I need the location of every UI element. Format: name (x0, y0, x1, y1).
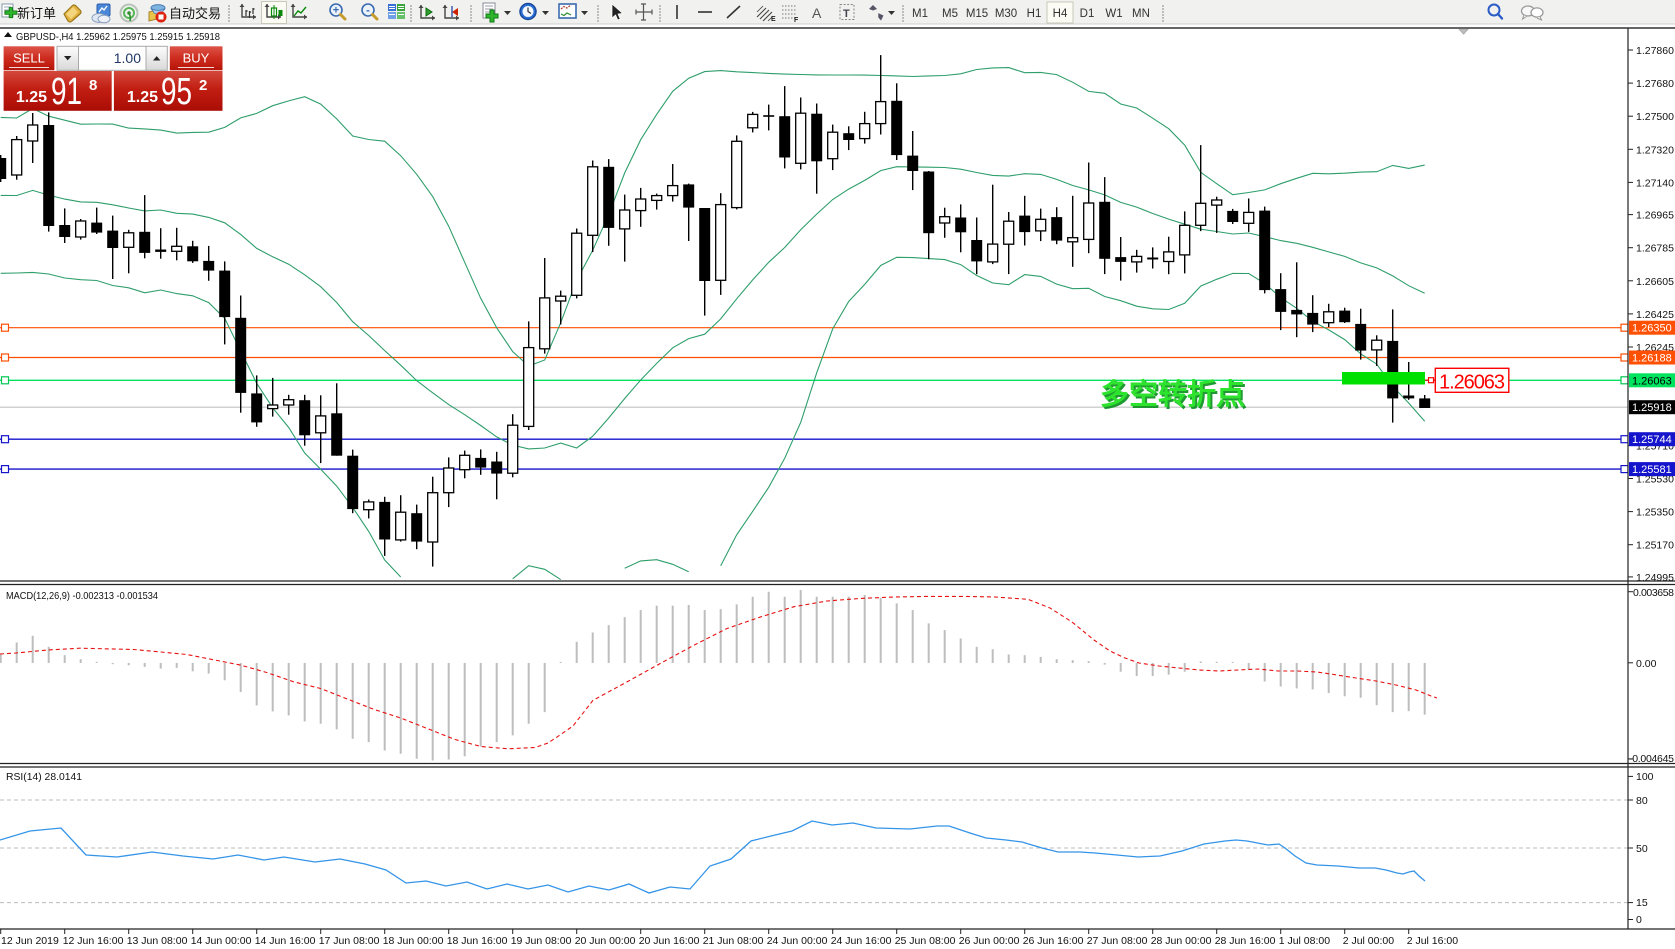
svg-text:1.25350: 1.25350 (1636, 507, 1674, 519)
svg-text:0.003658: 0.003658 (1633, 587, 1674, 599)
svg-text:1.26965: 1.26965 (1636, 210, 1674, 222)
svg-text:新订单: 新订单 (17, 6, 56, 21)
svg-text:T: T (843, 8, 850, 20)
svg-text:E: E (771, 16, 776, 23)
svg-text:1.25744: 1.25744 (1632, 434, 1672, 446)
svg-text:MACD(12,26,9) -0.002313 -0.001: MACD(12,26,9) -0.002313 -0.001534 (6, 590, 158, 602)
svg-text:26 Jun 16:00: 26 Jun 16:00 (1023, 935, 1084, 947)
svg-text:RSI(14) 28.0141: RSI(14) 28.0141 (6, 771, 82, 783)
svg-text:17 Jun 08:00: 17 Jun 08:00 (319, 935, 380, 947)
svg-text:SELL: SELL (13, 51, 45, 66)
svg-text:1.26785: 1.26785 (1636, 243, 1674, 255)
svg-text:1.26188: 1.26188 (1632, 353, 1672, 365)
svg-text:28 Jun 16:00: 28 Jun 16:00 (1215, 935, 1276, 947)
svg-text:21 Jun 08:00: 21 Jun 08:00 (703, 935, 764, 947)
svg-text:1.25918: 1.25918 (1632, 402, 1672, 414)
svg-text:M5: M5 (942, 8, 958, 20)
svg-text:13 Jun 08:00: 13 Jun 08:00 (127, 935, 188, 947)
svg-text:1.27500: 1.27500 (1636, 111, 1674, 123)
svg-text:1.25170: 1.25170 (1636, 540, 1674, 552)
svg-text:0: 0 (1636, 914, 1642, 926)
svg-text:1.26605: 1.26605 (1636, 276, 1674, 288)
svg-text:1.27860: 1.27860 (1636, 45, 1674, 57)
svg-text:14 Jun 16:00: 14 Jun 16:00 (255, 935, 316, 947)
svg-text:95: 95 (161, 71, 192, 113)
svg-text:-: - (366, 5, 370, 17)
svg-text:100: 100 (1636, 771, 1654, 783)
svg-text:M30: M30 (995, 8, 1017, 20)
svg-text:27 Jun 08:00: 27 Jun 08:00 (1087, 935, 1148, 947)
svg-text:自动交易: 自动交易 (169, 6, 221, 21)
svg-text:14 Jun 00:00: 14 Jun 00:00 (191, 935, 252, 947)
svg-text:H1: H1 (1027, 8, 1042, 20)
svg-text:20 Jun 16:00: 20 Jun 16:00 (639, 935, 700, 947)
svg-text:2 Jul 00:00: 2 Jul 00:00 (1343, 935, 1395, 947)
svg-text:D1: D1 (1080, 8, 1095, 20)
svg-text:1.25: 1.25 (16, 89, 47, 106)
svg-text:2 Jul 16:00: 2 Jul 16:00 (1407, 935, 1459, 947)
svg-text:M1: M1 (912, 8, 928, 20)
svg-text:8: 8 (89, 77, 97, 94)
svg-text:19 Jun 08:00: 19 Jun 08:00 (511, 935, 572, 947)
svg-text:1.27680: 1.27680 (1636, 78, 1674, 90)
svg-text:多空转折点: 多空转折点 (1102, 379, 1247, 413)
svg-text:1.27320: 1.27320 (1636, 144, 1674, 156)
svg-text:F: F (794, 17, 799, 24)
svg-text:GBPUSD-,H4 1.25962 1.25975 1.: GBPUSD-,H4 1.25962 1.25975 1.25915 1.259… (16, 31, 220, 43)
svg-text:1.25530: 1.25530 (1636, 474, 1674, 486)
svg-text:12 Jun 16:00: 12 Jun 16:00 (63, 935, 124, 947)
svg-text:80: 80 (1636, 795, 1648, 807)
svg-text:18 Jun 00:00: 18 Jun 00:00 (383, 935, 444, 947)
svg-text:0.00: 0.00 (1636, 658, 1657, 670)
svg-text:1.26063: 1.26063 (1439, 372, 1505, 394)
svg-text:1 Jul 08:00: 1 Jul 08:00 (1279, 935, 1331, 947)
svg-text:15: 15 (1636, 897, 1648, 909)
svg-text:-0.004645: -0.004645 (1629, 753, 1674, 765)
svg-text:20 Jun 00:00: 20 Jun 00:00 (575, 935, 636, 947)
svg-text:W1: W1 (1105, 8, 1122, 20)
svg-text:多空转折点: 多空转折点 (1100, 377, 1245, 411)
svg-text:1.26350: 1.26350 (1632, 323, 1672, 335)
svg-text:1.24995: 1.24995 (1636, 572, 1674, 584)
svg-text:28 Jun 00:00: 28 Jun 00:00 (1151, 935, 1212, 947)
svg-text:+: + (333, 5, 339, 17)
svg-text:25 Jun 08:00: 25 Jun 08:00 (895, 935, 956, 947)
svg-text:1.25: 1.25 (127, 89, 158, 106)
svg-text:26 Jun 00:00: 26 Jun 00:00 (959, 935, 1020, 947)
svg-text:24 Jun 00:00: 24 Jun 00:00 (767, 935, 828, 947)
svg-text:18 Jun 16:00: 18 Jun 16:00 (447, 935, 508, 947)
svg-text:A: A (812, 5, 822, 21)
svg-text:24 Jun 16:00: 24 Jun 16:00 (831, 935, 892, 947)
svg-text:1.27140: 1.27140 (1636, 177, 1674, 189)
svg-text:50: 50 (1636, 843, 1648, 855)
svg-text:1.25581: 1.25581 (1632, 464, 1672, 476)
svg-text:2: 2 (199, 77, 207, 94)
svg-text:1.26063: 1.26063 (1632, 375, 1672, 387)
svg-text:M15: M15 (966, 8, 988, 20)
svg-text:1.00: 1.00 (114, 50, 141, 66)
svg-text:1.26425: 1.26425 (1636, 309, 1674, 321)
svg-text:MN: MN (1132, 8, 1150, 20)
svg-text:BUY: BUY (183, 51, 210, 66)
svg-text:12 Jun 2019: 12 Jun 2019 (1, 935, 59, 947)
svg-text:91: 91 (51, 71, 82, 113)
svg-text:H4: H4 (1053, 8, 1068, 20)
